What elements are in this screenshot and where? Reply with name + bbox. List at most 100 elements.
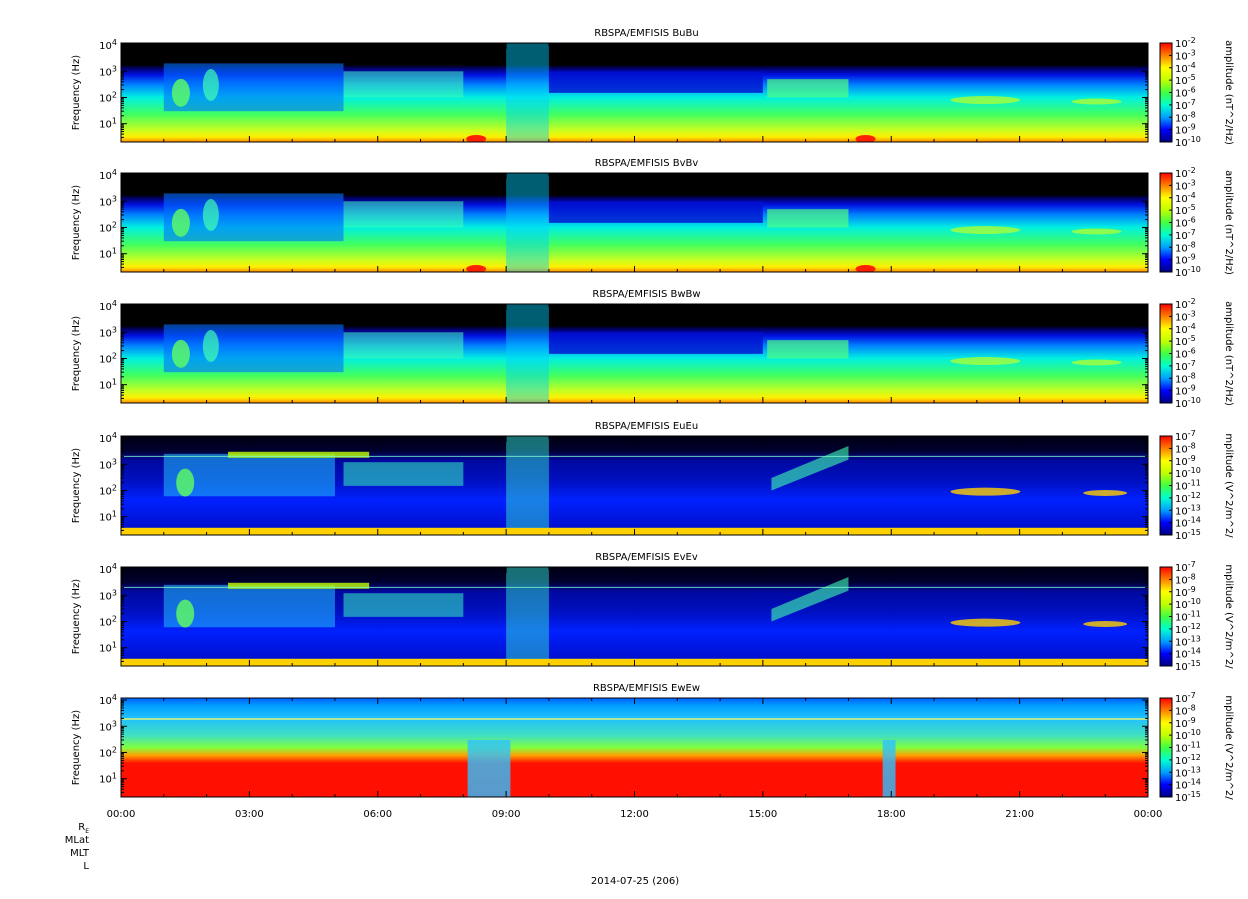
- y-axis: 101 102 103 104: [99, 299, 1148, 404]
- ephem-label-mlat: MLat: [65, 835, 89, 846]
- y-tick-label: 101: [99, 510, 117, 524]
- spectrogram-image: [121, 436, 1148, 535]
- colorbar-tick-label: 10-2: [1175, 36, 1196, 50]
- spectrogram-image: [121, 43, 1148, 142]
- x-tick-label: 00:00: [1134, 809, 1163, 820]
- y-tick-label: 102: [99, 483, 117, 497]
- y-tick-label: 101: [99, 772, 117, 786]
- colorbar-tick-label: 10-3: [1175, 309, 1196, 323]
- ephemeris-labels: RE MLat MLT L: [65, 822, 90, 872]
- colorbar: 10-210-310-410-510-610-710-810-910-10 amp…: [1159, 297, 1234, 410]
- panel-title: RBSPA/EMFISIS BwBw: [592, 289, 700, 300]
- colorbar-tick-label: 10-2: [1175, 297, 1196, 311]
- colorbar-tick-label: 10-8: [1175, 703, 1196, 717]
- colorbar-tick-label: 10-10: [1175, 396, 1201, 410]
- colorbar-tick-label: 10-4: [1175, 191, 1196, 205]
- colorbar-tick-label: 10-10: [1175, 135, 1201, 149]
- colorbar-tick-label: 10-6: [1175, 86, 1196, 100]
- y-axis: 101 102 103 104: [99, 431, 1148, 536]
- panel-title: RBSPA/EMFISIS EvEv: [595, 552, 698, 563]
- colorbar-tick-label: 10-8: [1175, 240, 1196, 254]
- colorbar-tick-label: 10-13: [1175, 634, 1201, 648]
- colorbar-tick-label: 10-9: [1175, 716, 1196, 730]
- colorbar-label: amplitude (nT^2/Hz): [1223, 301, 1234, 406]
- colorbar-tick-label: 10-10: [1175, 466, 1201, 480]
- y-tick-label: 104: [99, 168, 117, 182]
- x-tick-label: 18:00: [877, 809, 906, 820]
- colorbar-tick-label: 10-9: [1175, 123, 1196, 137]
- colorbar-tick-label: 10-2: [1175, 166, 1196, 180]
- colorbar-tick-label: 10-4: [1175, 61, 1196, 75]
- colorbar-tick-label: 10-10: [1175, 597, 1201, 611]
- colorbar-label: amplitude (nT^2/Hz): [1223, 170, 1234, 275]
- ephem-label-l: L: [83, 861, 89, 872]
- colorbar-tick-label: 10-7: [1175, 560, 1196, 574]
- y-tick-label: 102: [99, 351, 117, 365]
- colorbar-label: mplitude (V^2/m^2/: [1223, 433, 1234, 538]
- colorbar-tick-label: 10-5: [1175, 334, 1196, 348]
- spectrogram-panel-2: RBSPA/EMFISIS BvBv 101 102 103 104 Frequency …: [71, 158, 1234, 279]
- spectrogram-panel-5: RBSPA/EMFISIS EvEv 101 102 103 104 Frequency …: [71, 552, 1234, 673]
- colorbar-tick-label: 10-15: [1175, 790, 1201, 804]
- y-tick-label: 104: [99, 299, 117, 313]
- x-ticks: [120, 436, 1149, 535]
- y-tick-label: 101: [99, 378, 117, 392]
- colorbar: 10-710-810-910-1010-1110-1210-1310-1410-…: [1159, 560, 1234, 673]
- colorbar-tick-label: 10-9: [1175, 585, 1196, 599]
- x-tick-label: 03:00: [235, 809, 264, 820]
- colorbar-tick-label: 10-14: [1175, 516, 1201, 530]
- ephem-label-re: RE: [78, 822, 89, 835]
- colorbar: 10-210-310-410-510-610-710-810-910-10 amp…: [1159, 36, 1234, 149]
- colorbar-tick-label: 10-3: [1175, 48, 1196, 62]
- colorbar-tick-label: 10-12: [1175, 622, 1201, 636]
- y-tick-label: 104: [99, 38, 117, 52]
- colorbar-label: amplitude (nT^2/Hz): [1223, 40, 1234, 145]
- colorbar-tick-label: 10-7: [1175, 691, 1196, 705]
- colorbar-tick-label: 10-4: [1175, 322, 1196, 336]
- y-axis-label: Frequency (Hz): [71, 710, 82, 786]
- panel-title: RBSPA/EMFISIS BuBu: [594, 28, 698, 39]
- y-tick-label: 103: [99, 719, 117, 733]
- x-tick-label: 00:00: [107, 809, 136, 820]
- colorbar-tick-label: 10-11: [1175, 741, 1201, 755]
- ephem-label-mlt: MLT: [70, 848, 90, 859]
- y-axis: 101 102 103 104: [99, 562, 1148, 667]
- spectrogram-image: [121, 698, 1148, 797]
- colorbar-tick-label: 10-7: [1175, 98, 1196, 112]
- y-axis-label: Frequency (Hz): [71, 448, 82, 524]
- date-label: 2014-07-25 (206): [591, 876, 679, 887]
- x-ticks: [120, 304, 1149, 403]
- colorbar-tick-label: 10-3: [1175, 178, 1196, 192]
- y-tick-label: 103: [99, 457, 117, 471]
- x-tick-label: 21:00: [1005, 809, 1034, 820]
- x-ticks: [120, 43, 1149, 142]
- colorbar-tick-label: 10-15: [1175, 528, 1201, 542]
- spectrogram-panel-3: RBSPA/EMFISIS BwBw 101 102 103 104 Frequency …: [71, 289, 1234, 410]
- colorbar: 10-710-810-910-1010-1110-1210-1310-1410-…: [1159, 691, 1234, 804]
- y-tick-label: 103: [99, 588, 117, 602]
- colorbar-tick-label: 10-12: [1175, 491, 1201, 505]
- y-tick-label: 102: [99, 745, 117, 759]
- colorbar: 10-710-810-910-1010-1110-1210-1310-1410-…: [1159, 429, 1234, 542]
- y-tick-label: 104: [99, 431, 117, 445]
- colorbar-tick-label: 10-7: [1175, 429, 1196, 443]
- colorbar-tick-label: 10-13: [1175, 765, 1201, 779]
- colorbar-tick-label: 10-9: [1175, 253, 1196, 267]
- colorbar-tick-label: 10-10: [1175, 728, 1201, 742]
- y-tick-label: 103: [99, 325, 117, 339]
- colorbar-tick-label: 10-5: [1175, 73, 1196, 87]
- x-tick-label: 06:00: [363, 809, 392, 820]
- y-axis: 101 102 103 104: [99, 38, 1148, 143]
- panel-title: RBSPA/EMFISIS EuEu: [595, 421, 698, 432]
- colorbar-tick-label: 10-8: [1175, 110, 1196, 124]
- y-axis-label: Frequency (Hz): [71, 185, 82, 261]
- spectrogram-image: [121, 173, 1148, 272]
- colorbar-tick-label: 10-11: [1175, 610, 1201, 624]
- time-axis: 00:00 03:00 06:00 09:00 12:00 15:00 18:00 21:00…: [107, 809, 1163, 820]
- spectrogram-panel-1: RBSPA/EMFISIS BuBu 101 102 103 104 Frequency …: [71, 28, 1234, 149]
- y-tick-label: 102: [99, 220, 117, 234]
- x-ticks: [120, 173, 1149, 272]
- colorbar-tick-label: 10-14: [1175, 778, 1201, 792]
- panel-title: RBSPA/EMFISIS EwEw: [593, 683, 700, 694]
